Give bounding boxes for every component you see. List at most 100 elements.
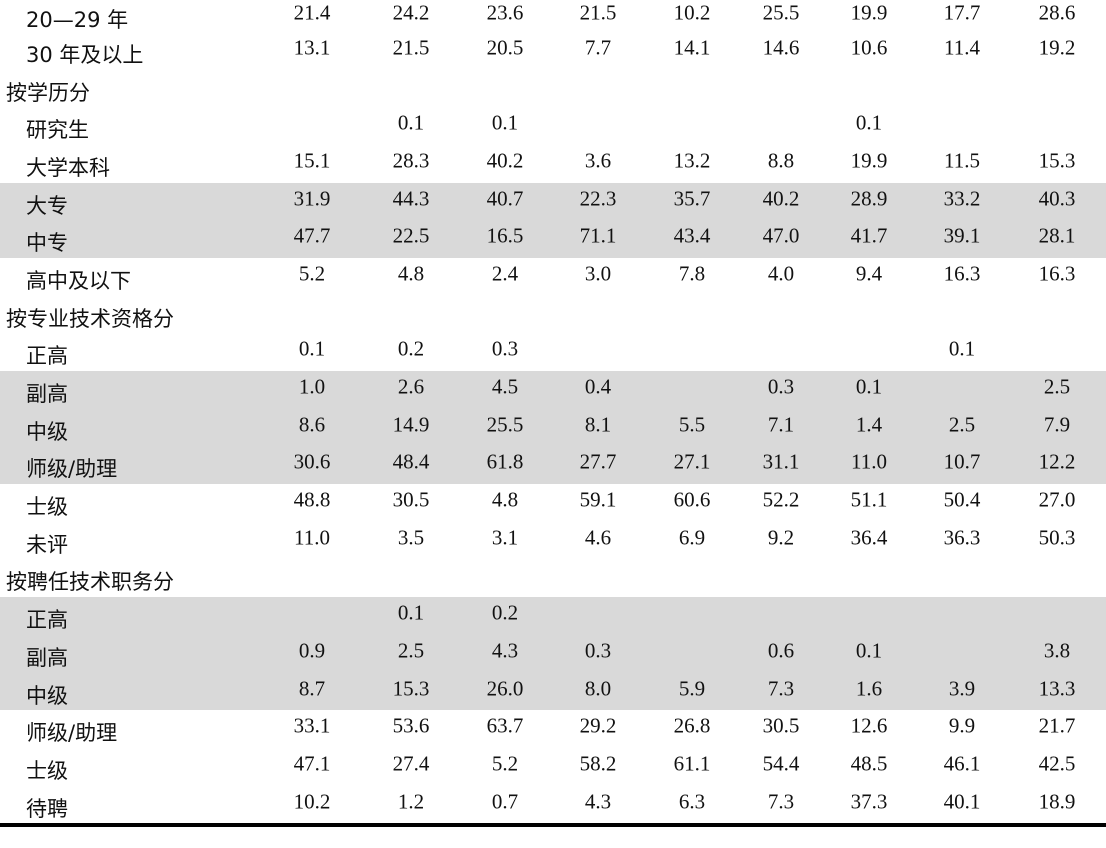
table-cell: 40.2 <box>486 148 524 173</box>
table-cell: 8.7 <box>298 676 326 701</box>
table-cell: 25.5 <box>762 0 800 25</box>
table-row: 正高 0.1 0.2 <box>0 597 1106 635</box>
table-cell: 0.6 <box>767 638 795 663</box>
table-row: 未评 11.0 3.5 3.1 4.6 6.9 9.2 36.4 36.3 50.3 <box>0 522 1106 560</box>
table-cell: 19.2 <box>1038 35 1076 60</box>
table-cell: 61.1 <box>673 751 711 776</box>
table-cell: 51.1 <box>850 487 888 512</box>
row-label: 大学本科 <box>26 155 110 180</box>
table-cell: 19.9 <box>850 148 888 173</box>
table-cell: 15.3 <box>1038 148 1076 173</box>
table-cell: 27.1 <box>673 449 711 474</box>
table-cell: 14.9 <box>392 412 430 437</box>
table-cell: 2.5 <box>1043 374 1071 399</box>
row-label: 未评 <box>26 532 68 557</box>
table-cell: 15.1 <box>293 148 331 173</box>
table-cell: 1.6 <box>855 676 883 701</box>
table-cell: 1.0 <box>298 374 326 399</box>
table-cell: 48.4 <box>392 449 430 474</box>
row-label: 副高 <box>26 645 68 670</box>
table-row: 大学本科 15.1 28.3 40.2 3.6 13.2 8.8 19.9 11.5 15.3 <box>0 145 1106 183</box>
table-cell: 11.4 <box>944 35 980 60</box>
section-label: 按聘任技术职务分 <box>6 570 174 595</box>
table-cell: 31.9 <box>293 186 331 211</box>
table-cell: 2.5 <box>397 638 425 663</box>
table-cell: 5.5 <box>678 412 706 437</box>
statistics-table: 20—29 年 21.4 24.2 23.6 21.5 10.2 25.5 19.9 17.7 2… <box>0 0 1106 821</box>
table-cell: 0.3 <box>767 374 795 399</box>
row-label: 高中及以下 <box>26 268 131 293</box>
table-cell: 23.6 <box>486 0 524 25</box>
table-cell: 25.5 <box>486 412 524 437</box>
table-cell: 10.2 <box>293 789 331 814</box>
section-label: 按专业技术资格分 <box>6 306 174 331</box>
table-cell: 11.0 <box>294 525 330 550</box>
table-cell: 26.8 <box>673 713 711 738</box>
table-row: 副高 1.0 2.6 4.5 0.4 0.3 0.1 2.5 <box>0 371 1106 409</box>
section-header-row: 按聘任技术职务分 <box>0 560 1106 598</box>
table-cell: 40.3 <box>1038 186 1076 211</box>
table-cell: 8.0 <box>584 676 612 701</box>
row-label: 20—29 年 <box>26 8 129 32</box>
table-cell: 5.9 <box>678 676 706 701</box>
row-label: 师级/助理 <box>26 457 118 482</box>
table-cell: 33.1 <box>293 713 331 738</box>
table-cell: 54.4 <box>762 751 800 776</box>
table-cell: 43.4 <box>673 223 711 248</box>
table-cell: 27.0 <box>1038 487 1076 512</box>
table-cell: 4.8 <box>397 261 425 286</box>
table-row: 士级 47.1 27.4 5.2 58.2 61.1 54.4 48.5 46.1 42.5 <box>0 748 1106 786</box>
row-label: 中级 <box>26 419 68 444</box>
table-cell: 44.3 <box>392 186 430 211</box>
table-cell: 3.1 <box>491 525 519 550</box>
table-cell: 21.7 <box>1038 713 1076 738</box>
table-cell: 48.5 <box>850 751 888 776</box>
table-cell: 8.8 <box>767 148 795 173</box>
section-header-row: 按专业技术资格分 <box>0 296 1106 334</box>
table-cell: 50.4 <box>943 487 981 512</box>
table-cell: 40.7 <box>486 186 524 211</box>
table-cell: 59.1 <box>579 487 617 512</box>
table-row: 中专 47.7 22.5 16.5 71.1 43.4 47.0 41.7 39.1 28.1 <box>0 220 1106 259</box>
table-cell: 33.2 <box>943 186 981 211</box>
table-cell: 16.5 <box>486 223 524 248</box>
table-cell: 35.7 <box>673 186 711 211</box>
table-row: 师级/助理 33.1 53.6 63.7 29.2 26.8 30.5 12.6 9.9 21.7 <box>0 710 1106 748</box>
table-cell: 48.8 <box>293 487 331 512</box>
table-cell: 15.3 <box>392 676 430 701</box>
table-cell: 40.1 <box>943 789 981 814</box>
table-cell: 0.1 <box>855 110 883 135</box>
table-cell: 0.2 <box>491 600 519 625</box>
table-cell: 5.2 <box>491 751 519 776</box>
table-cell: 28.1 <box>1038 223 1076 248</box>
table-cell: 47.0 <box>762 223 800 248</box>
table-bottom-rule <box>0 823 1106 827</box>
table-cell: 50.3 <box>1038 525 1076 550</box>
table-cell: 8.1 <box>584 412 612 437</box>
table-cell: 3.5 <box>397 525 425 550</box>
table-cell: 5.2 <box>298 261 326 286</box>
table-cell: 39.1 <box>943 223 981 248</box>
table-cell: 17.7 <box>943 0 981 25</box>
table-cell: 14.1 <box>673 35 711 60</box>
table-cell: 7.3 <box>767 789 795 814</box>
table-cell: 16.3 <box>1038 261 1076 286</box>
table-cell: 4.3 <box>491 638 519 663</box>
table-cell: 7.9 <box>1043 412 1071 437</box>
row-label: 正高 <box>26 344 68 369</box>
table-cell: 0.1 <box>855 374 883 399</box>
table-cell: 0.1 <box>491 110 519 135</box>
row-label: 士级 <box>26 495 68 520</box>
table-cell: 9.4 <box>855 261 883 286</box>
table-cell: 4.0 <box>767 261 795 286</box>
table-cell: 19.9 <box>850 0 888 25</box>
table-cell: 9.2 <box>767 525 795 550</box>
table-cell: 63.7 <box>486 713 524 738</box>
row-label: 30 年及以上 <box>26 42 144 67</box>
table-cell: 10.7 <box>943 449 981 474</box>
table-cell: 3.0 <box>584 261 612 286</box>
table-cell: 2.4 <box>491 261 519 286</box>
table-cell: 29.2 <box>579 713 617 738</box>
table-cell: 46.1 <box>943 751 981 776</box>
table-cell: 21.5 <box>579 0 617 25</box>
